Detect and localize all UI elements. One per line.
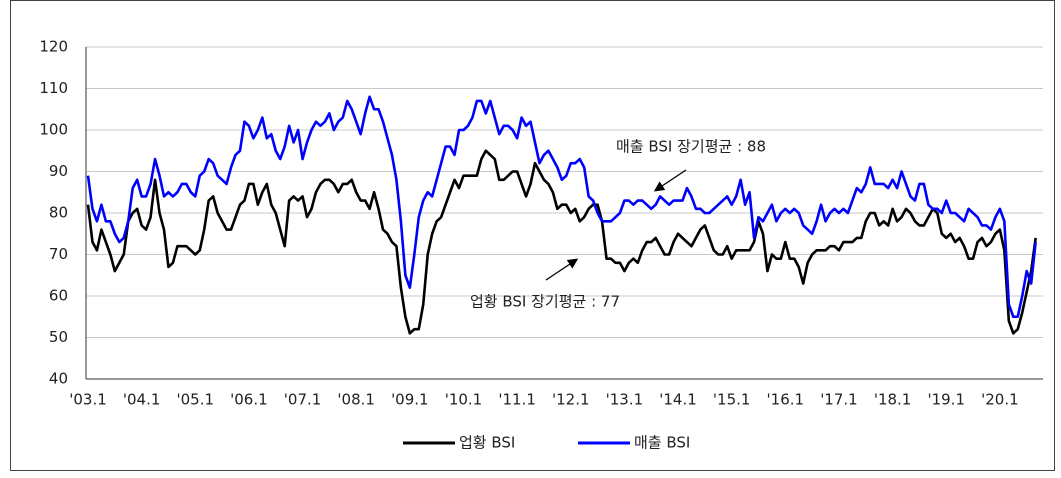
line-series — [86, 149, 1037, 335]
x-tick-label: '19.1 — [927, 391, 965, 409]
y-tick-label: 100 — [39, 121, 68, 139]
x-tick-label: '13.1 — [606, 391, 644, 409]
x-tick-label: '17.1 — [820, 391, 858, 409]
x-tick-label: '20.1 — [981, 391, 1019, 409]
x-tick-label: '03.1 — [69, 391, 107, 409]
x-tick-label: '15.1 — [713, 391, 751, 409]
arrow — [545, 258, 579, 281]
y-tick-label: 50 — [49, 328, 68, 346]
y-tick-label: 70 — [49, 245, 68, 263]
x-tick-label: '10.1 — [445, 391, 483, 409]
y-tick-label: 80 — [49, 204, 68, 222]
x-tick-label: '11.1 — [498, 391, 536, 409]
x-tick-label: '07.1 — [284, 391, 322, 409]
y-tick-label: 110 — [39, 79, 68, 97]
x-tick-label: '16.1 — [767, 391, 805, 409]
legend-label: 업황 BSI — [459, 434, 515, 452]
x-tick-label: '05.1 — [177, 391, 215, 409]
x-tick-label: '12.1 — [552, 391, 590, 409]
arrow — [653, 169, 687, 192]
legend-label: 매출 BSI — [634, 434, 690, 452]
line-series — [86, 95, 1037, 319]
x-tick-label: '04.1 — [123, 391, 161, 409]
y-tick-label: 90 — [49, 162, 68, 180]
y-tick-label: 60 — [49, 287, 68, 305]
x-tick-label: '14.1 — [659, 391, 697, 409]
y-tick-label: 120 — [39, 38, 68, 56]
frame — [10, 0, 1055, 471]
x-tick-label: '06.1 — [230, 391, 268, 409]
x-tick-label: '18.1 — [874, 391, 912, 409]
annotation: 매출 BSI 장기평균 : 88 — [616, 138, 766, 156]
annotation: 업황 BSI 장기평균 : 77 — [470, 293, 620, 311]
x-tick-label: '09.1 — [391, 391, 429, 409]
y-tick-label: 40 — [49, 370, 68, 388]
x-tick-label: '08.1 — [337, 391, 375, 409]
